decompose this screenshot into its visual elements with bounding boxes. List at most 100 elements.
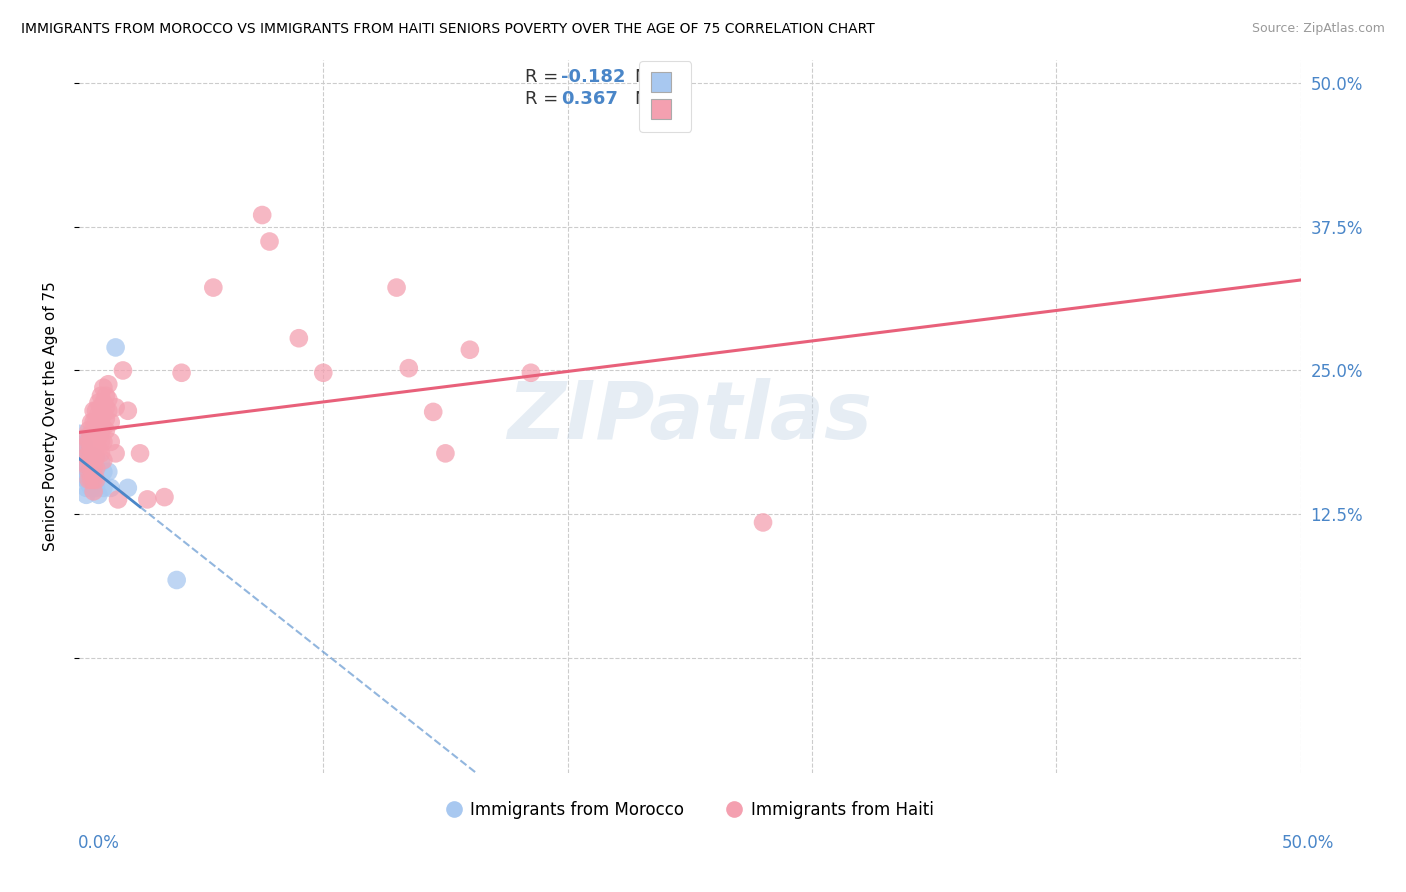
Point <box>84 473 107 487</box>
Point <box>100 434 122 449</box>
Point <box>75 458 97 472</box>
Legend: Immigrants from Morocco, Immigrants from Haiti: Immigrants from Morocco, Immigrants from… <box>439 795 941 826</box>
Point <box>84 473 107 487</box>
Point <box>97 465 120 479</box>
Point <box>129 446 152 460</box>
Point <box>458 343 481 357</box>
Text: ZIPatlas: ZIPatlas <box>508 377 872 456</box>
Point <box>87 407 110 421</box>
Text: IMMIGRANTS FROM MOROCCO VS IMMIGRANTS FROM HAITI SENIORS POVERTY OVER THE AGE OF: IMMIGRANTS FROM MOROCCO VS IMMIGRANTS FR… <box>21 22 875 37</box>
Point <box>87 488 110 502</box>
Point <box>87 418 110 433</box>
Point <box>93 395 115 409</box>
Point <box>83 450 105 464</box>
Point <box>93 465 115 479</box>
Point <box>111 363 134 377</box>
Point <box>93 434 115 449</box>
Point <box>75 450 97 464</box>
Point <box>259 235 281 249</box>
Point <box>87 442 110 456</box>
Point <box>422 405 444 419</box>
Text: R =: R = <box>524 90 569 108</box>
Point <box>80 415 103 429</box>
Point <box>84 481 107 495</box>
Point <box>84 426 107 441</box>
Point <box>93 453 115 467</box>
Point <box>97 392 120 407</box>
Point <box>77 473 100 487</box>
Point <box>90 401 112 415</box>
Point <box>166 573 188 587</box>
Point <box>93 381 115 395</box>
Point <box>83 484 105 499</box>
Point <box>80 473 103 487</box>
Point <box>90 456 112 470</box>
Point <box>752 516 775 530</box>
Point <box>83 461 105 475</box>
Point <box>250 208 273 222</box>
Point <box>104 401 127 415</box>
Point <box>107 492 129 507</box>
Point <box>104 341 127 355</box>
Point <box>73 458 96 472</box>
Text: R =: R = <box>524 69 564 87</box>
Point <box>288 331 311 345</box>
Point <box>75 467 97 481</box>
Point <box>67 467 90 481</box>
Point <box>202 280 225 294</box>
Point <box>170 366 193 380</box>
Point <box>83 450 105 464</box>
Point <box>385 280 408 294</box>
Text: 0.367: 0.367 <box>561 90 619 108</box>
Point <box>80 426 103 441</box>
Point <box>84 461 107 475</box>
Point <box>87 430 110 444</box>
Point <box>434 446 457 460</box>
Text: 30: 30 <box>662 69 688 87</box>
Point <box>77 446 100 460</box>
Text: -0.182: -0.182 <box>561 69 626 87</box>
Point <box>77 434 100 449</box>
Point <box>75 488 97 502</box>
Point <box>100 481 122 495</box>
Point <box>77 465 100 479</box>
Point <box>93 407 115 421</box>
Point <box>100 415 122 429</box>
Point <box>80 438 103 452</box>
Point <box>67 438 90 452</box>
Text: N =: N = <box>634 90 675 108</box>
Point <box>93 481 115 495</box>
Point <box>83 403 105 417</box>
Point <box>117 481 139 495</box>
Point <box>97 377 120 392</box>
Point <box>73 438 96 452</box>
Point <box>80 469 103 483</box>
Point <box>75 481 97 495</box>
Y-axis label: Seniors Poverty Over the Age of 75: Seniors Poverty Over the Age of 75 <box>44 282 58 551</box>
Point <box>90 423 112 437</box>
Point <box>83 438 105 452</box>
Point <box>73 450 96 464</box>
Point <box>153 490 176 504</box>
Point <box>84 403 107 417</box>
Text: 0.0%: 0.0% <box>77 834 120 852</box>
Point <box>75 473 97 487</box>
Point <box>67 426 90 441</box>
Point <box>77 423 100 437</box>
Point <box>80 450 103 464</box>
Point <box>77 476 100 491</box>
Point <box>75 430 97 444</box>
Point <box>84 450 107 464</box>
Point <box>398 361 420 376</box>
Point <box>80 481 103 495</box>
Point <box>104 446 127 460</box>
Point <box>80 461 103 475</box>
Point <box>75 438 97 452</box>
Point <box>87 395 110 409</box>
Point <box>84 438 107 452</box>
Point <box>77 465 100 479</box>
Text: 78: 78 <box>662 90 688 108</box>
Point <box>84 415 107 429</box>
Point <box>93 421 115 435</box>
Point <box>117 403 139 417</box>
